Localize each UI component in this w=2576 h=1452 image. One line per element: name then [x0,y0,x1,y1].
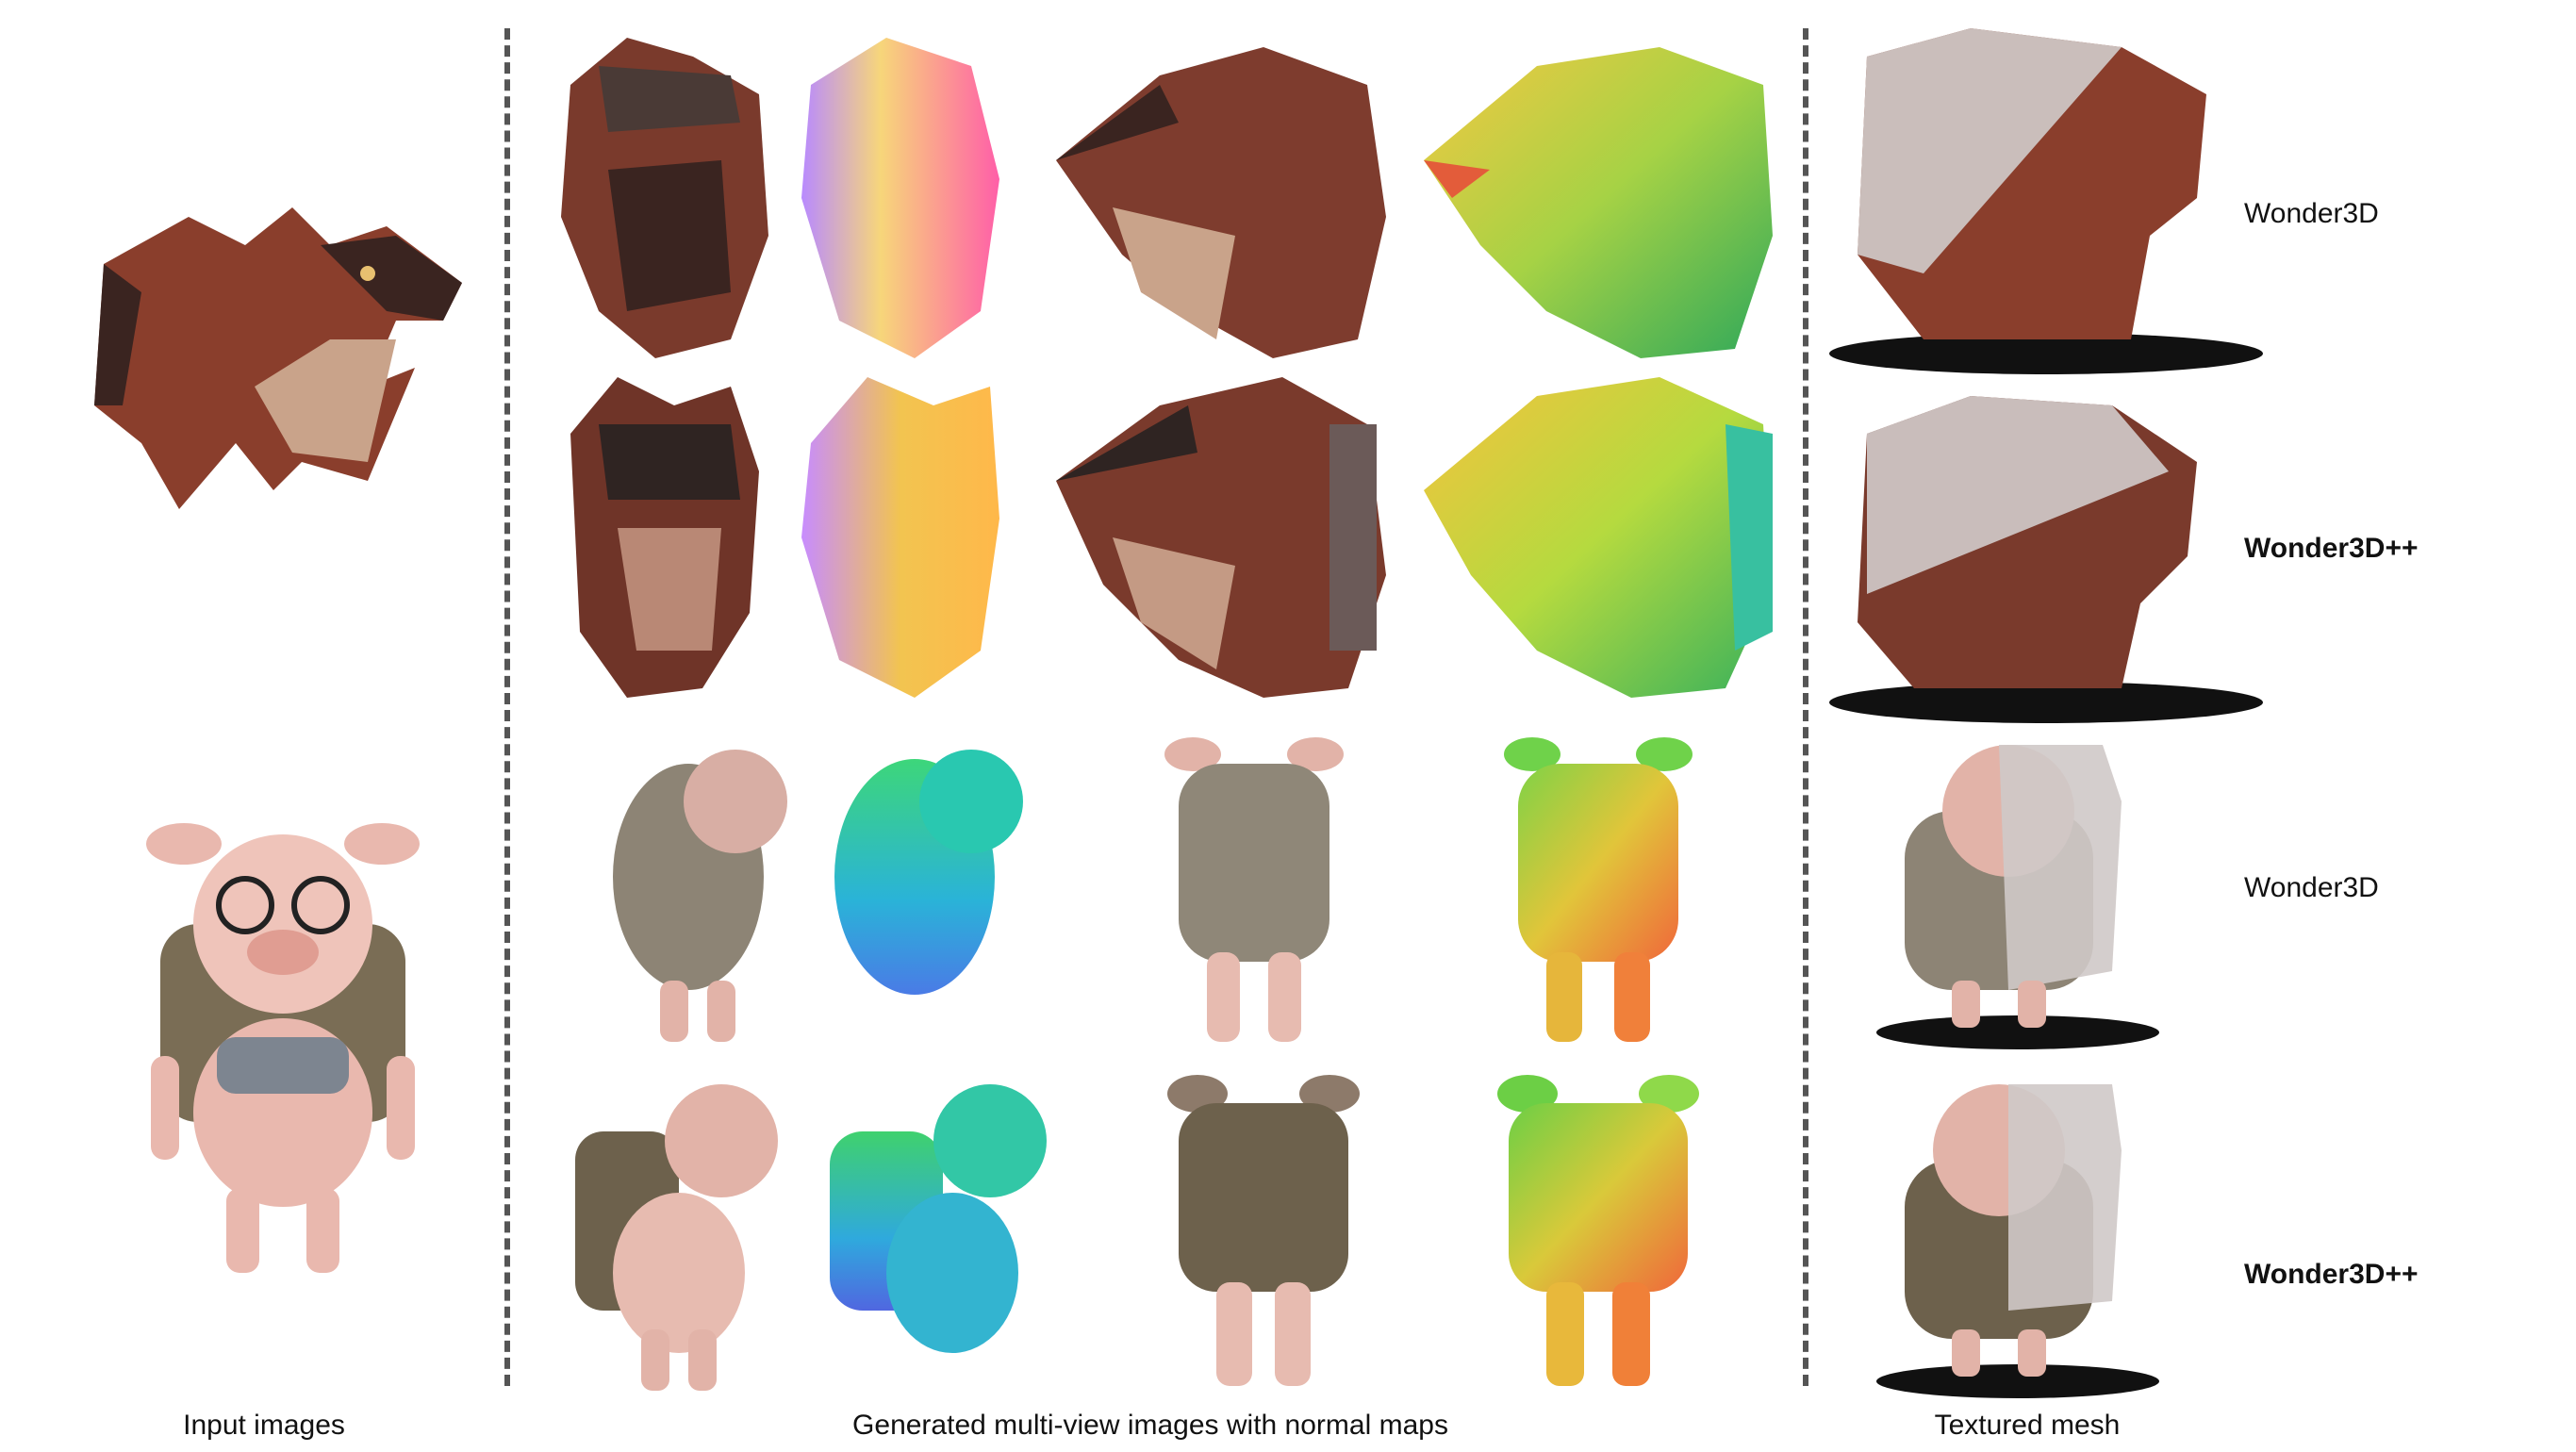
dragon-wonder3d-rgb-view-2 [1047,28,1395,368]
dragon-wonder3dpp-rgb-view-2 [1047,368,1395,707]
pig-wonder3dpp-normal-view-1 [820,1065,1056,1395]
method-label-row-2: Wonder3D++ [2244,533,2419,564]
pig-wonder3d-rgb-view-2 [1160,726,1348,1047]
dragon-wonder3dpp-rgb-view-1 [542,368,787,707]
caption-multiview: Generated multi-view images with normal … [852,1410,1448,1441]
pig-wonder3d-rgb-view-1 [603,726,792,1047]
pig-wonder3d-normal-view-2 [1499,726,1697,1047]
caption-input-images: Input images [183,1410,345,1441]
method-label-row-4: Wonder3D++ [2244,1259,2419,1290]
dragon-wonder3d-rgb-view-1 [542,28,787,368]
pig-wonder3dpp-rgb-view-2 [1160,1065,1367,1395]
dragon-wonder3dpp-normal-view-2 [1414,368,1782,707]
input-image-dragon [85,179,481,537]
pig-wonder3d-normal-view-1 [820,726,1037,1047]
mesh-dragon-wonder3dpp [1810,377,2272,735]
method-label-row-1: Wonder3D [2244,198,2379,229]
pig-wonder3dpp-rgb-view-1 [556,1065,792,1395]
mesh-pig-wonder3d [1867,726,2169,1056]
left-divider [504,28,510,1386]
right-divider [1803,28,1808,1386]
mesh-dragon-wonder3d [1810,19,2272,377]
pig-wonder3dpp-normal-view-2 [1490,1065,1707,1395]
dragon-wonder3d-normal-view-2 [1414,28,1782,368]
input-image-pig [132,811,434,1282]
caption-textured-mesh: Textured mesh [1934,1410,2121,1441]
dragon-wonder3dpp-normal-view-1 [783,368,1018,707]
dragon-wonder3d-normal-view-1 [783,28,1018,368]
mesh-pig-wonder3dpp [1867,1065,2169,1405]
method-label-row-3: Wonder3D [2244,872,2379,903]
